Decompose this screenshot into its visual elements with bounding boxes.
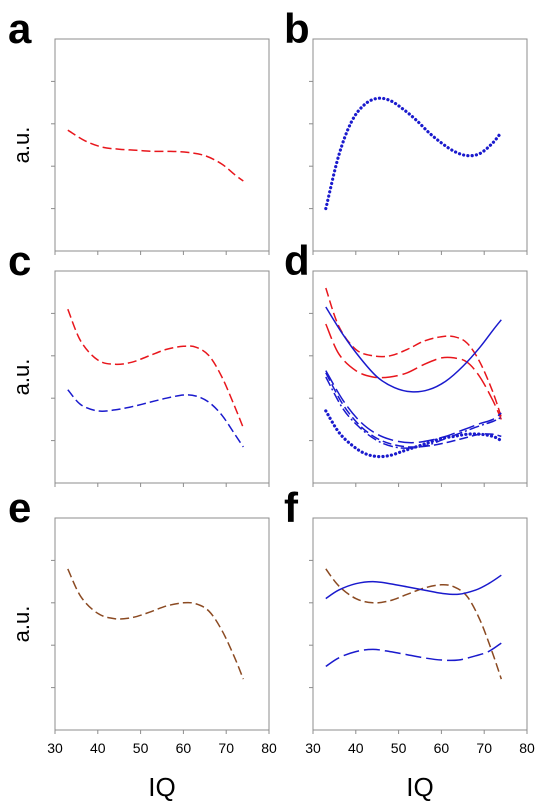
panel-c-series-0-line: [67, 308, 244, 429]
panel-e-ylabel: a.u.: [9, 606, 34, 643]
panel-c-series-1-line: [67, 389, 244, 448]
xtick-label-left: 30: [47, 740, 63, 756]
xtick-label-left: 40: [90, 740, 106, 756]
xtick-label-right: 50: [391, 740, 407, 756]
panel-f-series-2-line: [325, 642, 502, 668]
xtick-label-right: 60: [434, 740, 450, 756]
xtick-label-right: 80: [519, 740, 535, 756]
panel-d-letter: d: [284, 237, 310, 284]
panel-f-series-1-line: [325, 574, 502, 600]
panel-c-frame: [54, 270, 270, 484]
xtick-label-left: 70: [218, 740, 234, 756]
panel-b-series-0-line: [324, 96, 503, 211]
x-axis-label-left: IQ: [148, 772, 175, 802]
xtick-label-left: 50: [133, 740, 149, 756]
panel-e-frame: [54, 517, 270, 731]
panel-a-ylabel: a.u.: [9, 127, 34, 164]
panel-d-series-3-line: [325, 372, 502, 448]
panel-f-series-0-line: [325, 568, 503, 680]
panel-d-series-6-line: [324, 409, 503, 459]
panel-group: a a.u. b c a.u. d e a.u. f 30 40 50 60 70 80 IQ 30 40 50 60…: [8, 5, 535, 802]
panel-d-series-1-line: [325, 323, 502, 420]
panel-d-series-0-line: [325, 287, 503, 418]
panel-b-letter: b: [284, 5, 310, 52]
panel-d-series-2-line: [325, 306, 502, 393]
panel-a-letter: a: [8, 5, 32, 52]
panel-c-ylabel: a.u.: [9, 359, 34, 396]
panel-b-frame: [312, 38, 528, 252]
panel-c-letter: c: [8, 237, 31, 284]
panel-f-frame: [312, 517, 528, 731]
panel-a-series-0-line: [67, 129, 244, 182]
xtick-label-right: 40: [348, 740, 364, 756]
panel-d-series-4-line: [325, 370, 502, 444]
panel-d-frame: [312, 270, 528, 484]
xtick-label-right: 30: [305, 740, 321, 756]
panel-e-letter: e: [8, 484, 31, 531]
xtick-label-right: 70: [476, 740, 492, 756]
xtick-label-left: 80: [261, 740, 277, 756]
x-axis-label-right: IQ: [406, 772, 433, 802]
panel-e-series-0-line: [67, 568, 244, 680]
panel-a-frame: [54, 38, 270, 252]
panel-f-letter: f: [284, 484, 299, 531]
xtick-label-left: 60: [176, 740, 192, 756]
